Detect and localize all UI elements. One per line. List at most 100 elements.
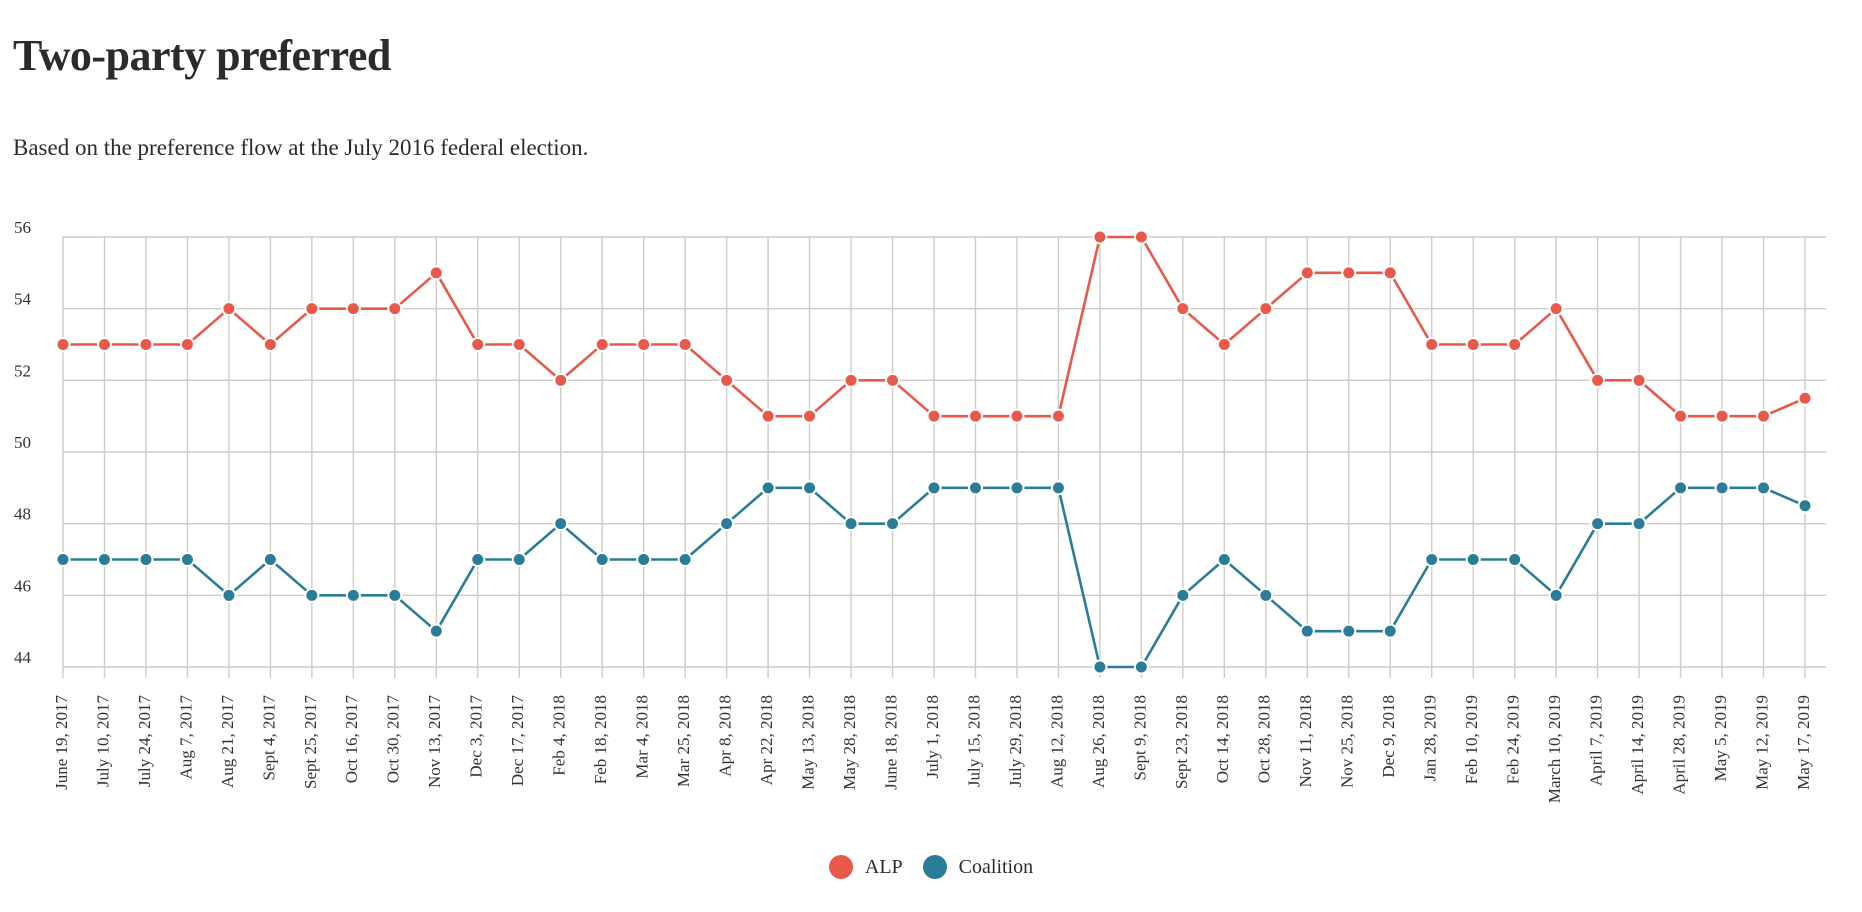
data-point-alp [1092, 229, 1108, 245]
data-point-alp [1507, 337, 1523, 352]
data-point-alp [1756, 408, 1772, 424]
data-point-coalition [428, 623, 444, 639]
data-point-coalition [1009, 480, 1025, 496]
data-point-coalition [345, 587, 361, 603]
legend-label-alp: ALP [864, 855, 903, 878]
data-point-coalition [1631, 516, 1647, 532]
data-point-alp [1050, 408, 1066, 424]
chart-legend: ALP Coalition [0, 855, 1862, 879]
data-point-coalition [1092, 659, 1108, 675]
legend-item-alp[interactable]: ALP [828, 855, 903, 879]
legend-swatch-coalition [922, 855, 947, 879]
data-point-alp [221, 301, 237, 317]
data-point-coalition [1465, 552, 1481, 567]
x-tick-label: Aug 12, 2018 [1047, 695, 1066, 788]
data-point-alp [1590, 372, 1606, 388]
x-tick-label: Aug 7, 2017 [176, 695, 195, 780]
x-tick-label: July 1, 2018 [923, 695, 942, 779]
data-point-alp [1341, 265, 1357, 281]
data-point-coalition [1216, 552, 1232, 567]
data-point-coalition [1133, 659, 1149, 675]
data-point-coalition [1382, 623, 1398, 639]
data-point-alp [179, 337, 195, 352]
data-point-alp [262, 337, 278, 352]
y-tick-label: 44 [14, 648, 32, 667]
data-point-coalition [55, 552, 71, 567]
x-tick-label: April 7, 2019 [1587, 695, 1606, 786]
x-tick-label: Mar 4, 2018 [633, 695, 652, 779]
data-point-alp [1133, 229, 1149, 245]
data-point-coalition [1341, 623, 1357, 639]
x-tick-label: Aug 21, 2017 [218, 695, 237, 789]
data-point-alp [1299, 265, 1315, 281]
data-point-coalition [138, 552, 154, 567]
x-tick-label: April 28, 2019 [1669, 695, 1688, 795]
data-point-alp [511, 337, 527, 352]
x-tick-label: Dec 17, 2017 [508, 695, 527, 787]
data-point-coalition [636, 552, 652, 567]
data-point-alp [594, 337, 610, 352]
data-point-coalition [1797, 498, 1813, 514]
data-point-coalition [677, 552, 693, 567]
data-point-alp [1009, 408, 1025, 424]
x-tick-label: Oct 30, 2017 [384, 695, 403, 784]
data-point-coalition [1507, 552, 1523, 567]
data-point-alp [967, 408, 983, 424]
data-point-coalition [387, 587, 403, 603]
x-tick-label: July 24, 2017 [135, 695, 154, 788]
x-tick-label: Sept 4, 2017 [259, 695, 278, 781]
data-point-coalition [967, 480, 983, 496]
data-point-coalition [843, 516, 859, 532]
data-point-alp [802, 408, 818, 424]
data-point-coalition [1756, 480, 1772, 496]
data-point-coalition [262, 552, 278, 567]
x-tick-label: May 17, 2019 [1794, 695, 1813, 790]
x-tick-label: Nov 11, 2018 [1296, 695, 1315, 787]
x-tick-label: May 12, 2019 [1752, 695, 1771, 790]
x-tick-label: Dec 9, 2018 [1379, 695, 1398, 778]
data-point-coalition [719, 516, 735, 532]
y-axis-ticks: 44 46 48 50 52 54 56 [14, 218, 32, 667]
x-tick-label: July 29, 2018 [1006, 695, 1025, 787]
two-party-preferred-chart: 44 46 48 50 52 54 56 June 19, 2017 July 10, 201… [14, 218, 1826, 803]
grid-layer [62, 236, 1826, 678]
data-point-alp [1216, 337, 1232, 352]
x-tick-label: July 15, 2018 [964, 695, 983, 787]
data-point-coalition [1548, 587, 1564, 603]
data-point-coalition [553, 516, 569, 532]
x-tick-label: Apr 8, 2018 [716, 695, 735, 777]
x-tick-label: Feb 24, 2019 [1504, 695, 1523, 784]
data-point-coalition [96, 552, 112, 567]
x-tick-label: Feb 18, 2018 [591, 695, 610, 784]
legend-swatch-alp [828, 855, 853, 879]
data-point-coalition [1175, 587, 1191, 603]
x-tick-label: Apr 22, 2018 [757, 695, 776, 785]
x-tick-label: Sept 9, 2018 [1130, 695, 1149, 780]
data-point-alp [677, 337, 693, 352]
data-point-coalition [594, 552, 610, 567]
x-tick-label: May 28, 2018 [840, 695, 859, 790]
data-point-coalition [885, 516, 901, 532]
data-point-alp [96, 337, 112, 352]
x-tick-label: March 10, 2019 [1545, 695, 1564, 803]
data-point-alp [1175, 301, 1191, 317]
x-tick-label: Oct 14, 2018 [1213, 695, 1232, 783]
data-point-coalition [926, 480, 942, 496]
data-point-alp [1424, 337, 1440, 352]
x-tick-label: Feb 10, 2019 [1462, 695, 1481, 784]
data-point-alp [428, 265, 444, 281]
data-point-alp [1465, 337, 1481, 352]
data-point-alp [885, 372, 901, 388]
data-point-coalition [304, 587, 320, 603]
data-point-alp [553, 372, 569, 388]
data-point-alp [760, 408, 776, 424]
y-tick-label: 46 [14, 576, 31, 595]
data-point-alp [1548, 301, 1564, 317]
data-point-alp [1673, 408, 1689, 424]
data-point-coalition [470, 552, 486, 567]
y-tick-label: 52 [14, 361, 31, 380]
x-tick-label: July 10, 2017 [93, 695, 112, 788]
data-point-alp [387, 301, 403, 317]
chart-subtitle: Based on the preference flow at the July… [13, 135, 589, 160]
legend-item-coalition[interactable]: Coalition [922, 855, 1033, 879]
